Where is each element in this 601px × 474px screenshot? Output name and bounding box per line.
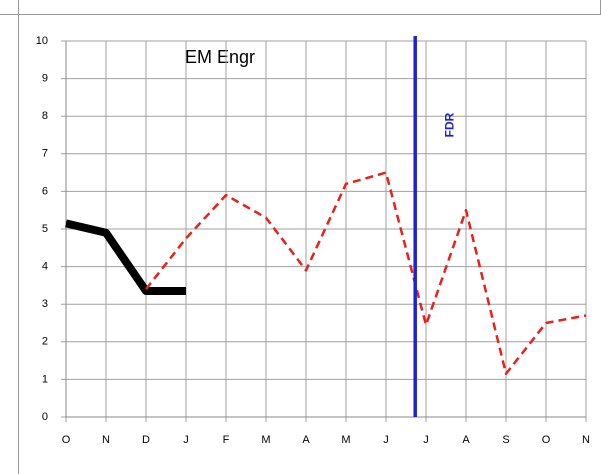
chart-title: EM Engr: [185, 47, 255, 67]
x-tick-label: J: [383, 434, 389, 446]
x-tick-label: M: [341, 434, 350, 446]
y-tick-label: 7: [42, 148, 48, 160]
x-tick-label: A: [302, 434, 310, 446]
x-tick-label: J: [423, 434, 429, 446]
y-tick-label: 5: [42, 223, 48, 235]
y-tick-label: 2: [42, 336, 48, 348]
x-tick-label: D: [142, 434, 150, 446]
y-tick-label: 9: [42, 73, 48, 85]
y-tick-label: 0: [42, 411, 48, 423]
y-tick-label: 6: [42, 185, 48, 197]
series-line: [65, 219, 186, 296]
x-tick-label: M: [261, 434, 270, 446]
y-tick-label: 8: [42, 110, 48, 122]
marker-label: FDR: [442, 112, 456, 137]
x-tick-label: O: [62, 434, 71, 446]
x-tick-label: A: [462, 434, 470, 446]
y-tick-label: 3: [42, 298, 48, 310]
y-tick-label: 10: [36, 35, 48, 47]
x-tick-label: N: [102, 434, 110, 446]
x-tick-label: S: [502, 434, 509, 446]
x-tick-label: F: [223, 434, 230, 446]
x-tick-label: N: [582, 434, 590, 446]
x-tick-label: J: [183, 434, 189, 446]
y-tick-label: 4: [42, 261, 48, 273]
series-line: [145, 171, 587, 376]
y-tick-label: 1: [42, 373, 48, 385]
x-tick-label: O: [542, 434, 551, 446]
